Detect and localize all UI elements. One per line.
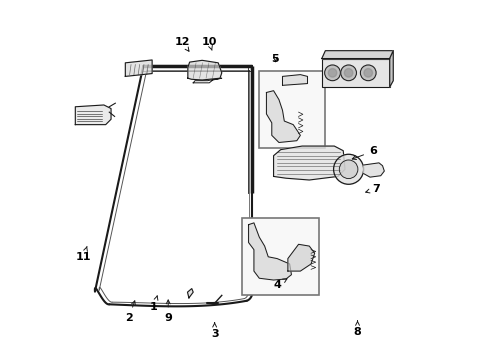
Text: 4: 4 (273, 279, 287, 290)
Text: 1: 1 (150, 296, 158, 312)
Text: 7: 7 (366, 184, 380, 194)
Circle shape (325, 65, 341, 81)
Bar (322, 59, 390, 87)
Text: 6: 6 (352, 147, 377, 159)
Polygon shape (364, 163, 384, 177)
Bar (242, 218, 319, 295)
Circle shape (328, 68, 337, 77)
Text: 3: 3 (211, 323, 219, 339)
Circle shape (344, 68, 353, 77)
Polygon shape (322, 51, 393, 59)
Text: 11: 11 (76, 246, 91, 262)
Circle shape (364, 68, 372, 77)
Polygon shape (248, 223, 292, 280)
Text: 2: 2 (125, 301, 135, 323)
Polygon shape (125, 60, 152, 76)
Polygon shape (283, 75, 308, 85)
Text: 5: 5 (271, 54, 279, 64)
Polygon shape (390, 51, 393, 87)
Circle shape (360, 65, 376, 81)
Polygon shape (188, 289, 193, 298)
Circle shape (339, 160, 358, 179)
Polygon shape (288, 244, 315, 271)
Text: 9: 9 (164, 300, 172, 323)
Text: 12: 12 (175, 37, 190, 51)
Circle shape (334, 154, 364, 184)
Polygon shape (75, 105, 111, 125)
Circle shape (341, 65, 356, 81)
Text: 8: 8 (354, 321, 362, 337)
Text: 10: 10 (201, 37, 217, 50)
Bar (259, 71, 325, 148)
Polygon shape (273, 146, 345, 180)
Polygon shape (188, 60, 222, 80)
Polygon shape (267, 91, 300, 143)
